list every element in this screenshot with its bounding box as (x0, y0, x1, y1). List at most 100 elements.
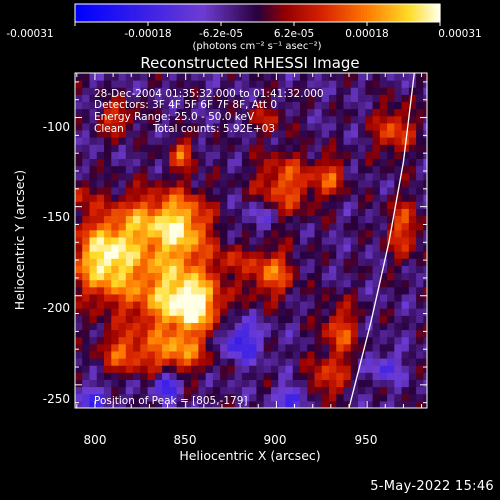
heatmap-cell (321, 372, 330, 380)
heatmap-cell (234, 115, 243, 124)
heatmap-cell (358, 137, 366, 145)
heatmap-cell (111, 336, 120, 345)
heatmap-cell (104, 265, 112, 274)
heatmap-cell (118, 308, 127, 316)
heatmap-cell (350, 187, 359, 195)
heatmap-cell (176, 151, 185, 160)
heatmap-cell (241, 343, 250, 352)
heatmap-cell (256, 151, 265, 160)
heatmap-cell (198, 172, 207, 181)
heatmap-cell (234, 400, 243, 408)
heatmap-cell (365, 279, 374, 288)
heatmap-cell (416, 151, 424, 160)
heatmap-cell (191, 122, 199, 131)
heatmap-cell (270, 108, 279, 117)
heatmap-cell (75, 172, 83, 181)
heatmap-cell (278, 222, 286, 231)
heatmap-cell (263, 393, 272, 402)
heatmap-cell (256, 251, 265, 259)
heatmap-cell (321, 87, 330, 95)
heatmap-cell (125, 336, 134, 345)
heatmap-cell (133, 87, 141, 95)
heatmap-cell (365, 80, 374, 88)
heatmap-cell (365, 372, 374, 380)
heatmap-cell (191, 130, 199, 138)
heatmap-cell (220, 329, 228, 338)
heatmap-cell (220, 244, 228, 252)
heatmap-cell (350, 236, 359, 245)
heatmap-cell (111, 265, 120, 274)
heatmap-cell (365, 379, 374, 388)
heatmap-cell (285, 187, 294, 195)
heatmap-cell (256, 365, 265, 373)
heatmap-cell (176, 258, 185, 266)
heatmap-cell (205, 151, 214, 160)
heatmap-cell (365, 272, 374, 281)
heatmap-cell (147, 400, 156, 408)
colorbar-cell (120, 4, 125, 22)
heatmap-cell (401, 108, 410, 117)
heatmap-cell (416, 286, 424, 295)
heatmap-cell (401, 301, 410, 309)
heatmap-cell (133, 301, 141, 309)
heatmap-cell (111, 215, 120, 224)
heatmap-cell (162, 115, 170, 124)
heatmap-cell (263, 179, 272, 188)
heatmap-cell (314, 108, 323, 117)
heatmap-cell (314, 187, 323, 195)
peak-position-annotation: Position of Peak = [805,-179] (94, 395, 248, 407)
heatmap-cell (96, 365, 105, 373)
heatmap-cell (358, 372, 366, 380)
heatmap-cell (111, 322, 120, 331)
heatmap-cell (212, 87, 221, 95)
heatmap-cell (416, 73, 424, 81)
heatmap-cell (285, 358, 294, 366)
heatmap-cell (75, 329, 83, 338)
heatmap-cell (256, 258, 265, 266)
heatmap-cell (343, 393, 352, 402)
heatmap-cell (176, 144, 185, 152)
heatmap-cell (89, 115, 98, 124)
heatmap-cell (125, 386, 134, 395)
heatmap-cell (263, 293, 272, 302)
heatmap-cell (314, 179, 323, 188)
heatmap-cell (285, 350, 294, 359)
heatmap-cell (205, 286, 214, 295)
heatmap-cell (292, 73, 301, 81)
heatmap-cell (183, 222, 192, 231)
colorbar-cell (172, 4, 176, 22)
heatmap-cell (176, 315, 185, 323)
heatmap-cell (270, 393, 279, 402)
heatmap-cell (220, 201, 228, 209)
heatmap-cell (75, 179, 83, 188)
heatmap-cell (111, 343, 120, 352)
heatmap-cell (75, 130, 83, 138)
heatmap-cell (75, 343, 83, 352)
heatmap-cell (358, 108, 366, 117)
heatmap-cell (241, 172, 250, 181)
heatmap-cell (263, 73, 272, 81)
heatmap-cell (394, 336, 403, 345)
heatmap-cell (270, 137, 279, 145)
heatmap-cell (358, 80, 366, 88)
heatmap-cell (314, 151, 323, 160)
heatmap-cell (256, 73, 265, 81)
heatmap-cell (270, 308, 279, 316)
heatmap-cell (372, 144, 381, 152)
heatmap-cell (147, 108, 156, 117)
heatmap-cell (227, 244, 236, 252)
heatmap-cell (191, 329, 199, 338)
heatmap-cell (423, 286, 427, 295)
heatmap-cell (162, 215, 170, 224)
heatmap-cell (285, 258, 294, 266)
heatmap-cell (234, 379, 243, 388)
heatmap-cell (104, 301, 112, 309)
heatmap-cell (133, 386, 141, 395)
heatmap-cell (401, 251, 410, 259)
heatmap-cell (89, 215, 98, 224)
heatmap-cell (227, 272, 236, 281)
heatmap-cell (314, 80, 323, 88)
heatmap-cell (82, 115, 91, 124)
heatmap-cell (249, 258, 257, 266)
heatmap-cell (307, 122, 316, 131)
